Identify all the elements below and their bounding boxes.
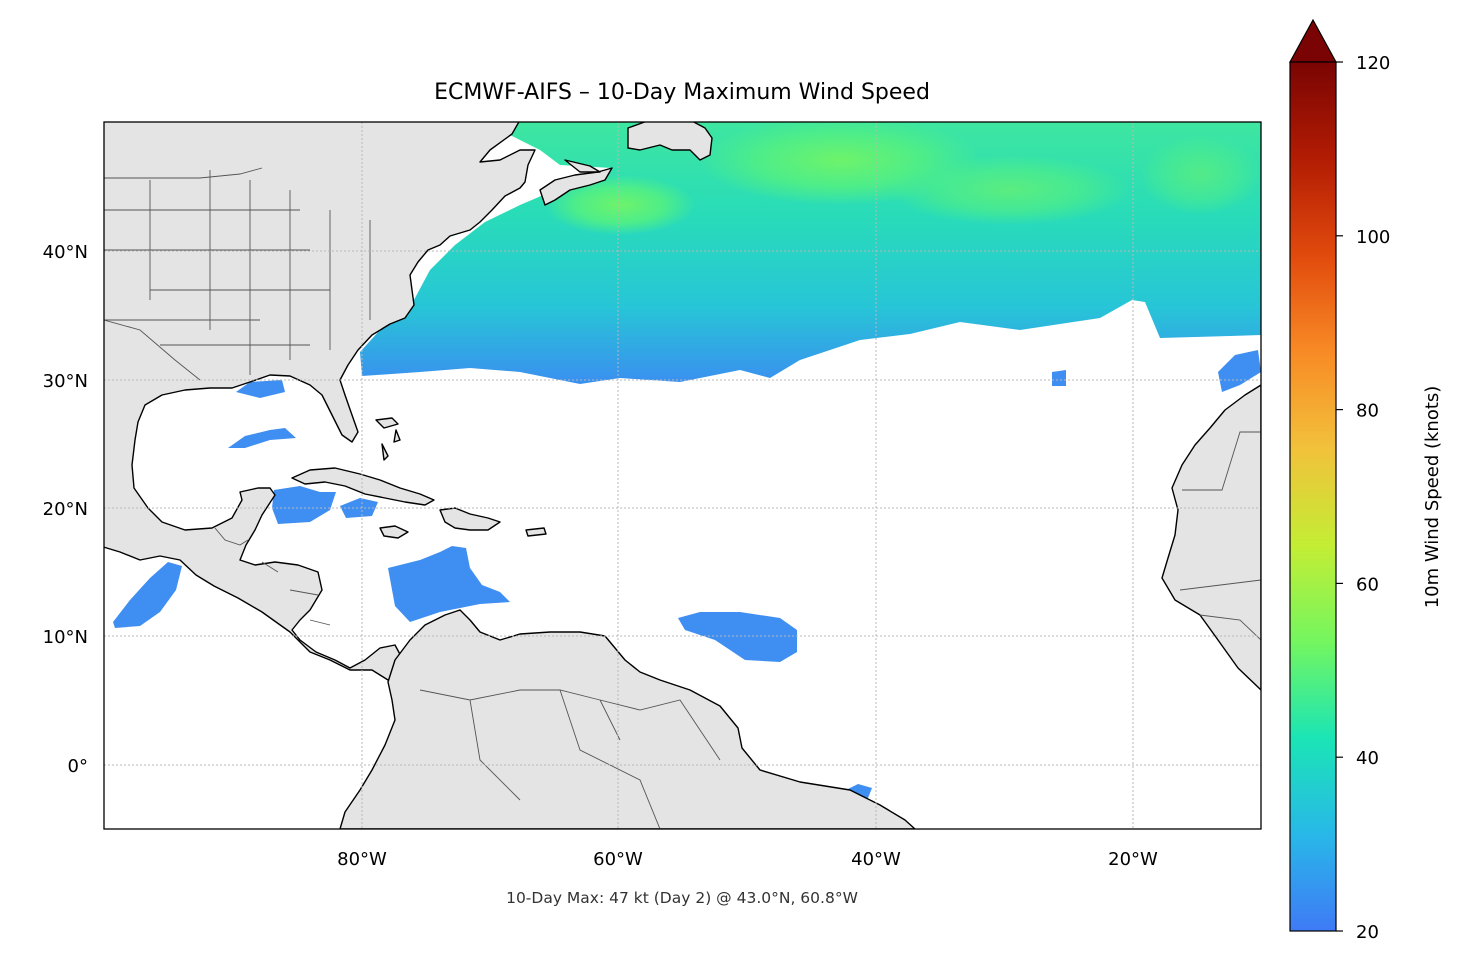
gridlines xyxy=(104,122,1261,829)
wind-patch-pacific xyxy=(113,562,182,628)
wind-patch-jamaica xyxy=(340,498,378,518)
wind-patch-azores xyxy=(1052,370,1066,386)
wind-core-3 xyxy=(890,155,1130,225)
border-us-mexico xyxy=(104,319,201,381)
wind-patch-gulf-1 xyxy=(236,380,285,398)
land-bahamas xyxy=(375,417,401,461)
colorbar-bar xyxy=(1289,61,1337,932)
colorbar-tick-label: 100 xyxy=(1356,227,1390,248)
lon-label: 20°W xyxy=(1108,849,1158,870)
lon-label: 60°W xyxy=(593,849,643,870)
wind-patch-canary xyxy=(1218,350,1261,392)
colorbar: 120 100 80 60 40 20 10m Wind Speed (knots) xyxy=(1288,18,1443,943)
border-us-states-1 xyxy=(104,209,330,346)
lat-label: 30°N xyxy=(43,371,88,392)
lon-label: 80°W xyxy=(337,849,387,870)
lat-label: 10°N xyxy=(43,627,88,648)
max-wind-footnote: 10-Day Max: 47 kt (Day 2) @ 43.0°N, 60.8… xyxy=(506,889,858,907)
wind-patch-gulf-2 xyxy=(228,428,296,448)
land-pei xyxy=(564,159,601,173)
wind-field xyxy=(113,122,1261,800)
colorbar-tick-label: 40 xyxy=(1356,748,1379,769)
lon-labels: 80°W 60°W 40°W 20°W xyxy=(337,849,1158,870)
colorbar-tick-label: 60 xyxy=(1356,574,1379,595)
land-cuba xyxy=(291,467,435,506)
wind-patch-cayman xyxy=(272,486,336,524)
land-hispaniola xyxy=(439,507,501,531)
colorbar-ticks: 120 100 80 60 40 20 xyxy=(1336,53,1390,943)
border-us-states-2 xyxy=(149,170,371,375)
wind-core-4 xyxy=(1140,135,1260,215)
land-layer xyxy=(104,122,1261,829)
wind-patch-caribbean xyxy=(388,546,510,622)
chart-title: ECMWF-AIFS – 10-Day Maximum Wind Speed xyxy=(434,80,930,105)
lat-labels: 40°N 30°N 20°N 10°N 0° xyxy=(43,242,88,777)
colorbar-tick-label: 80 xyxy=(1356,401,1379,422)
lat-label: 0° xyxy=(68,756,88,777)
wind-core-2 xyxy=(545,175,695,235)
colorbar-tick-label: 20 xyxy=(1356,922,1379,943)
wind-patch-atlantic-itcz xyxy=(678,612,797,662)
map-frame xyxy=(103,121,1262,830)
colorbar-extend-arrow xyxy=(1288,18,1338,63)
land-south-america xyxy=(339,609,916,829)
border-us-canada xyxy=(104,167,263,179)
colorbar-label: 10m Wind Speed (knots) xyxy=(1422,386,1443,609)
map-panel xyxy=(104,122,1261,829)
lat-label: 20°N xyxy=(43,499,88,520)
land-africa xyxy=(1161,384,1261,691)
land-puerto-rico xyxy=(525,527,547,537)
border-central-america xyxy=(214,527,331,626)
colorbar-tick-label: 120 xyxy=(1356,53,1390,74)
land-jamaica xyxy=(379,525,409,539)
lon-label: 40°W xyxy=(851,849,901,870)
lat-label: 40°N xyxy=(43,242,88,263)
land-nova-scotia xyxy=(539,167,613,206)
land-newfoundland xyxy=(627,122,713,161)
